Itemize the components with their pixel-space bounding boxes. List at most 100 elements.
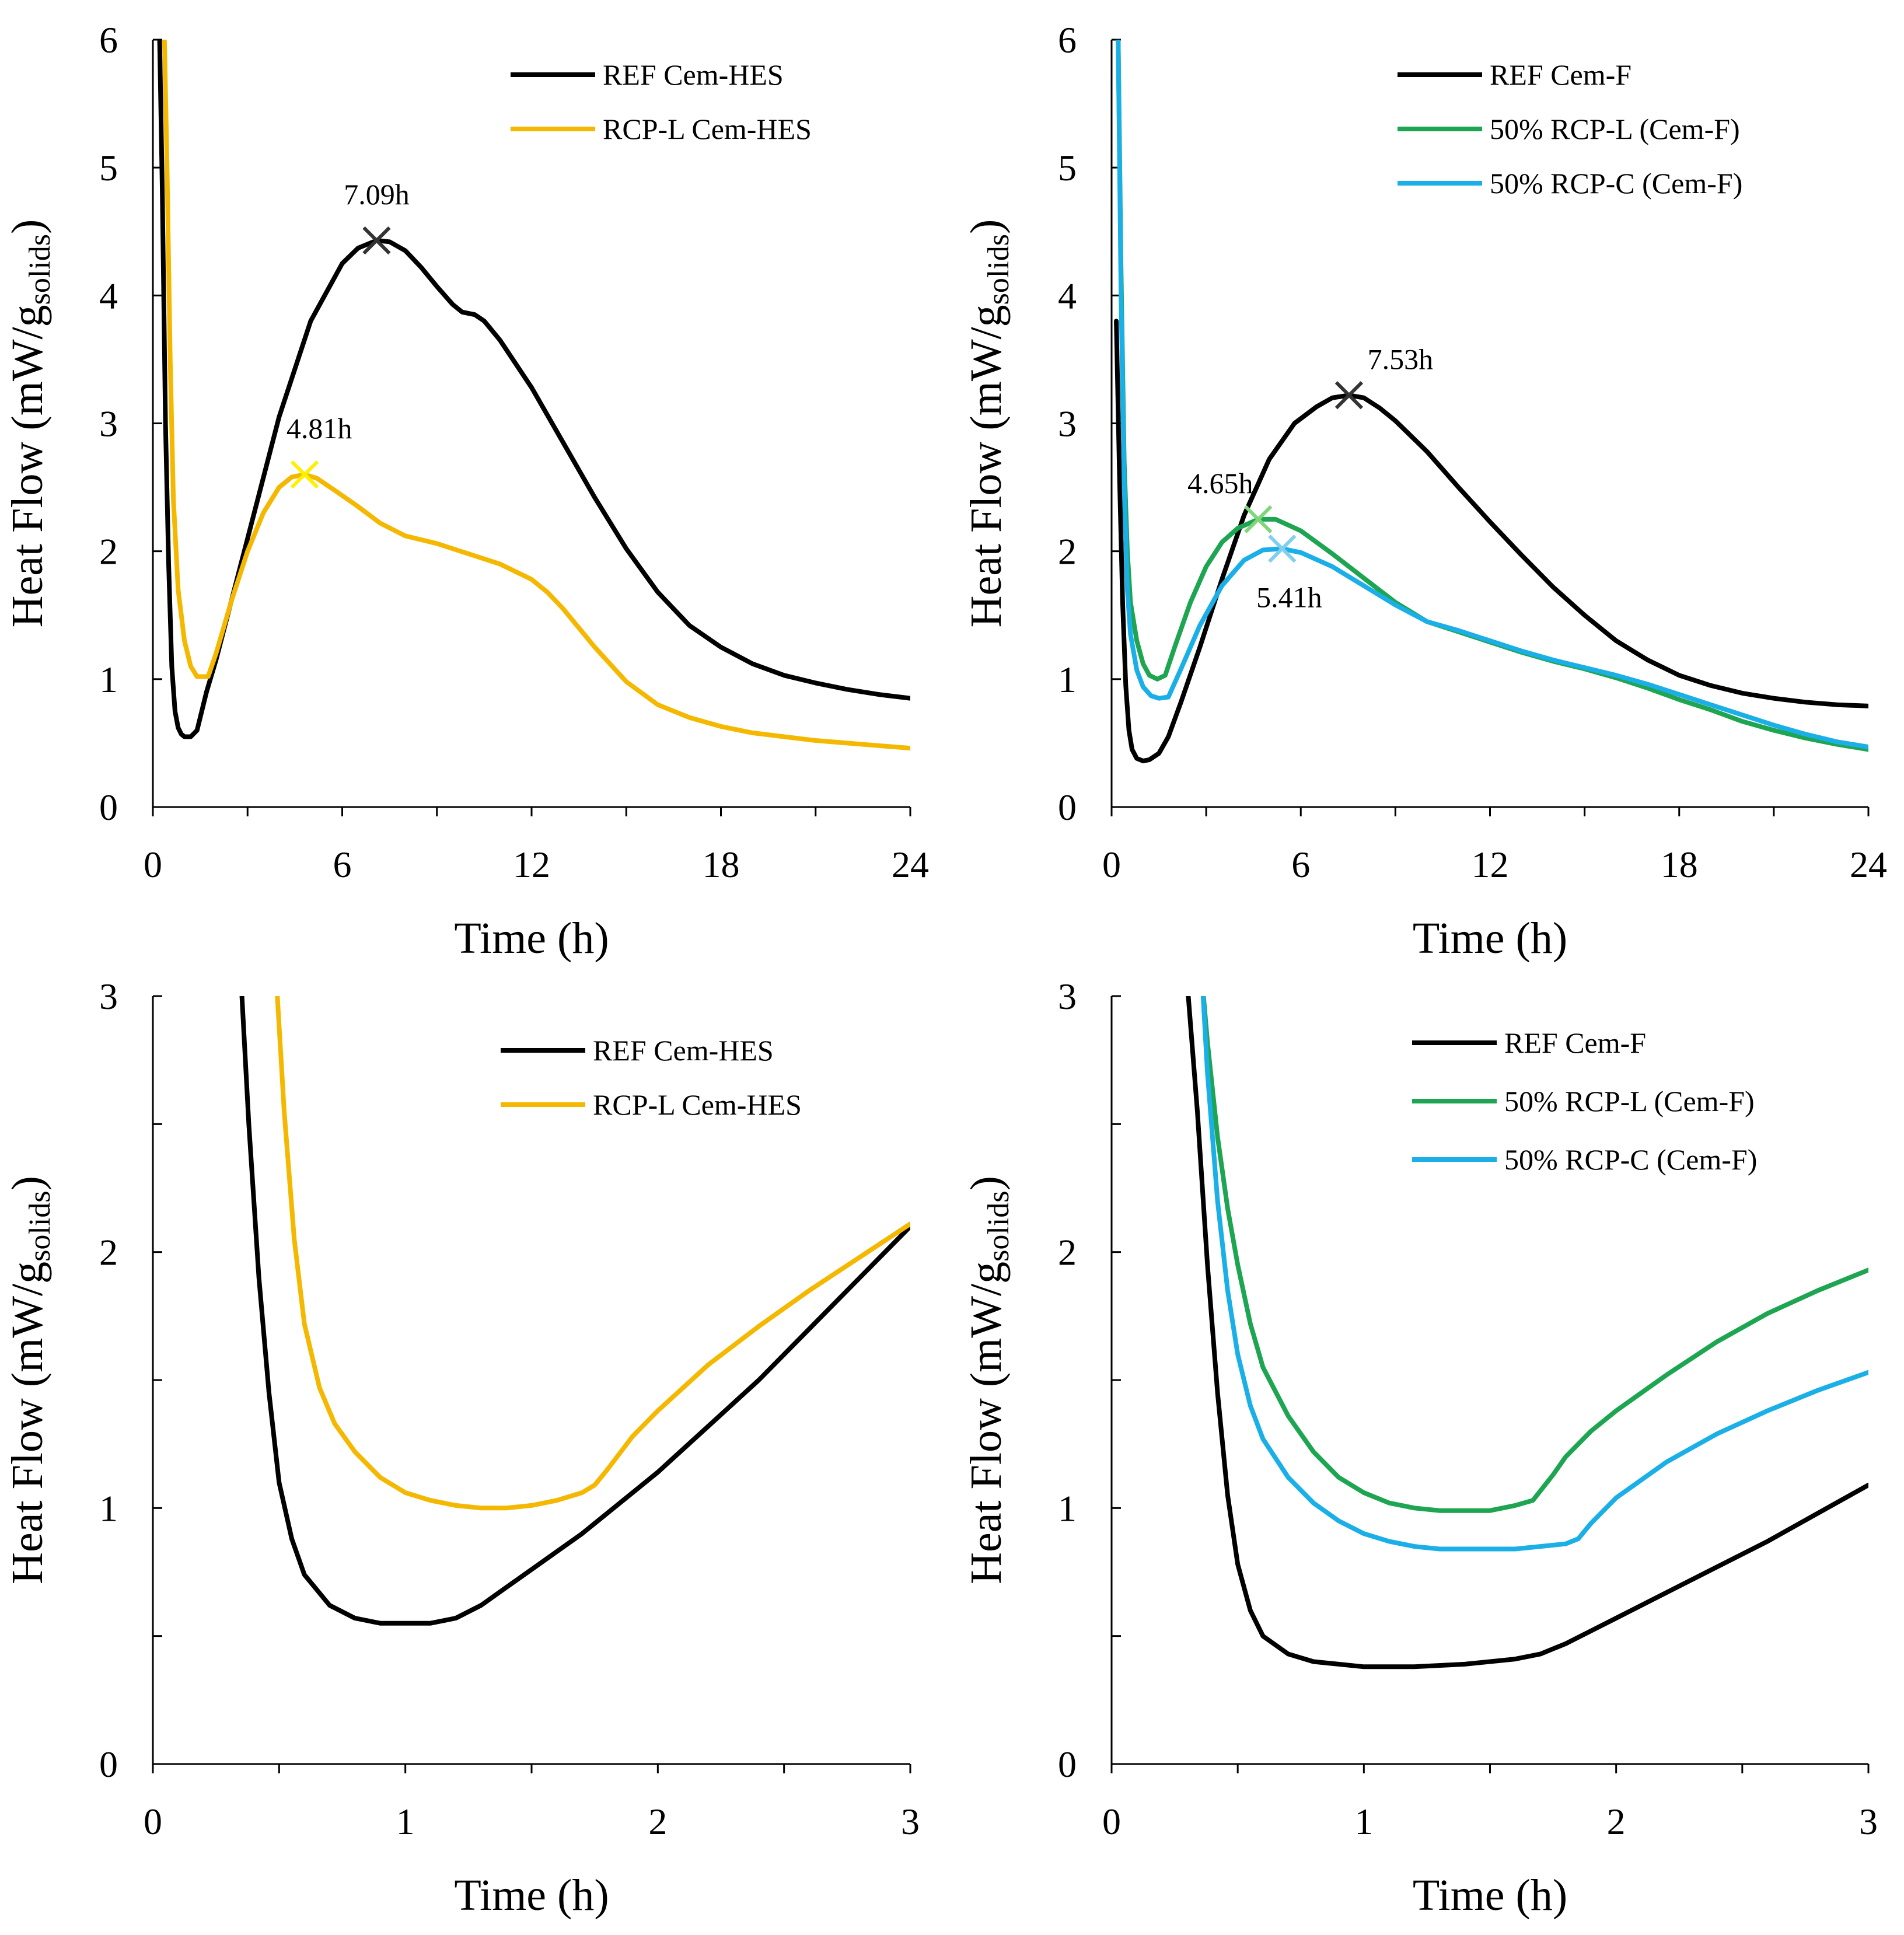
legend-label: 50% RCP-L (Cem-F): [1490, 113, 1740, 145]
y-tick-label: 1: [99, 659, 118, 700]
series-line-3: [1116, 40, 1868, 749]
x-tick-label: 3: [1859, 1801, 1878, 1842]
y-tick-label: 2: [99, 531, 118, 572]
x-tick-label: 3: [901, 1801, 920, 1842]
peak-marker-stroke: [291, 460, 319, 489]
y-tick-label: 2: [99, 1232, 118, 1273]
peak-marker-3: [1268, 535, 1297, 563]
x-tick-label: 1: [396, 1801, 415, 1842]
series-line-2: [275, 996, 910, 1511]
peak-marker-1: [362, 226, 391, 255]
peak-label: 5.41h: [1256, 581, 1322, 613]
x-tick-label: 0: [144, 844, 162, 885]
y-axis-title-subscript: solids: [23, 1190, 57, 1261]
x-tick-label: 0: [1102, 1801, 1121, 1842]
x-tick-label: 0: [144, 1801, 162, 1842]
x-tick-label: 6: [1291, 844, 1310, 885]
peak-marker-stroke: [1334, 381, 1364, 410]
x-tick-label: 18: [1661, 844, 1698, 885]
y-tick-label: 6: [99, 19, 118, 61]
series-line-2: [162, 40, 910, 751]
y-axis-title-subscript: solids: [23, 234, 57, 305]
y-tick-label: 3: [99, 976, 118, 1017]
y-axis-title-close: ): [3, 1176, 52, 1190]
legend-label: RCP-L Cem-HES: [603, 113, 812, 145]
peak-marker-2: [1244, 505, 1273, 533]
y-axis-title: Heat Flow (mW/gsolids): [962, 219, 1015, 628]
x-tick-label: 6: [333, 844, 352, 885]
legend-label: REF Cem-F: [1504, 1026, 1646, 1059]
y-axis-title-main: Heat Flow (mW/g: [962, 305, 1011, 627]
peak-marker-1: [1334, 381, 1364, 410]
chart-panel-bottom-right: 0 1 2 3 0 1 2 3 Time (h) Heat Flow (mW/gsolids) RE…: [962, 976, 1878, 1920]
peak-label: 4.81h: [287, 412, 352, 445]
legend: REF Cem-HES RCP-L Cem-HES: [501, 1034, 802, 1121]
y-tick-label: 3: [1058, 403, 1077, 445]
y-tick-label: 4: [1058, 275, 1077, 316]
series-line-1: [239, 996, 910, 1626]
legend-label: REF Cem-HES: [603, 58, 784, 91]
legend-label: REF Cem-F: [1490, 58, 1631, 91]
plot-area: [239, 996, 910, 1626]
x-tick-label: 18: [703, 844, 740, 885]
y-tick-label: 5: [1058, 147, 1077, 188]
y-axis-title-subscript: solids: [982, 234, 1015, 305]
y-tick-label: 0: [99, 1744, 118, 1785]
peak-marker-stroke: [1268, 535, 1297, 563]
y-tick-label: 3: [1058, 976, 1077, 1017]
x-tick-label: 24: [892, 844, 929, 885]
series-line-1: [157, 40, 910, 739]
series-line-1: [1186, 996, 1868, 1669]
series-line-2: [1116, 40, 1868, 752]
chart-panel-bottom-left: 0 1 2 3 0 1 2 3 Time (h) Heat Flow (mW/gsolids) RE…: [3, 976, 920, 1920]
plot-area: [1186, 996, 1868, 1669]
y-tick-label: 4: [99, 275, 118, 316]
x-axis-title: Time (h): [1413, 914, 1567, 963]
legend-label: REF Cem-HES: [593, 1034, 774, 1067]
legend: REF Cem-F 50% RCP-L (Cem-F) 50% RCP-C (Cem…: [1412, 1026, 1757, 1176]
peak-marker-stroke: [1244, 505, 1273, 533]
peak-marker-2: [291, 460, 319, 489]
y-axis-title: Heat Flow (mW/gsolids): [3, 219, 57, 628]
y-tick-label: 6: [1058, 19, 1077, 61]
legend: REF Cem-F 50% RCP-L (Cem-F) 50% RCP-C (Cem…: [1398, 58, 1742, 200]
x-tick-label: 2: [1607, 1801, 1626, 1842]
x-axis-title: Time (h): [1413, 1871, 1567, 1920]
y-tick-label: 2: [1058, 1232, 1077, 1273]
y-axis-title-main: Heat Flow (mW/g: [3, 305, 52, 627]
x-axis-title: Time (h): [454, 1871, 609, 1920]
legend-label: 50% RCP-C (Cem-F): [1490, 167, 1742, 200]
y-axis-title-main: Heat Flow (mW/g: [962, 1262, 1011, 1584]
y-tick-label: 1: [1058, 1487, 1077, 1529]
plot-area: [1114, 40, 1868, 764]
x-tick-label: 2: [648, 1801, 667, 1842]
y-axis-title-close: ): [962, 1176, 1011, 1190]
y-axis-title-close: ): [962, 219, 1011, 234]
legend-label: 50% RCP-C (Cem-F): [1504, 1143, 1757, 1176]
peak-label: 7.09h: [344, 178, 410, 211]
legend-label: RCP-L Cem-HES: [593, 1088, 802, 1121]
peak-label: 4.65h: [1187, 467, 1253, 500]
series-line-3: [1200, 996, 1868, 1552]
x-tick-label: 12: [513, 844, 550, 885]
y-tick-label: 0: [99, 787, 118, 828]
x-tick-label: 24: [1850, 844, 1887, 885]
y-axis-title: Heat Flow (mW/gsolids): [3, 1176, 57, 1584]
x-axis-title: Time (h): [454, 914, 609, 963]
series-line-1: [1114, 319, 1868, 764]
x-tick-label: 12: [1472, 844, 1509, 885]
x-tick-label: 0: [1102, 844, 1121, 885]
series-line-2: [1201, 996, 1868, 1513]
legend: REF Cem-HES RCP-L Cem-HES: [511, 58, 812, 145]
y-tick-label: 0: [1058, 1744, 1077, 1785]
y-tick-label: 1: [1058, 659, 1077, 700]
x-tick-label: 1: [1354, 1801, 1373, 1842]
y-tick-label: 5: [99, 147, 118, 188]
y-axis-title-main: Heat Flow (mW/g: [3, 1262, 52, 1584]
peak-marker-stroke: [362, 226, 391, 255]
